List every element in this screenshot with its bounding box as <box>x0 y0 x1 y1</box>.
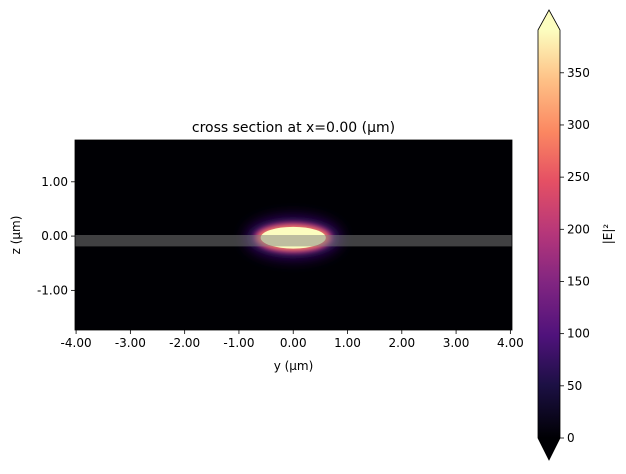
colorbar-tick-label: 200 <box>567 222 590 236</box>
colorbar-tick-label: 350 <box>567 66 590 80</box>
y-tick-label: -1.00 <box>37 283 68 297</box>
colorbar-extend-max <box>538 10 560 30</box>
colorbar-tick-label: 50 <box>567 379 582 393</box>
x-tick-label: -2.00 <box>169 336 200 350</box>
x-axis: -4.00 -3.00 -2.00 -1.00 0.00 1.00 2.00 3.00 4.00 <box>61 330 524 350</box>
x-tick-label: -1.00 <box>223 336 254 350</box>
y-axis-label: z (µm) <box>9 216 23 255</box>
plot-area <box>75 140 512 330</box>
colorbar-tick-label: 300 <box>567 118 590 132</box>
x-tick-label: 3.00 <box>443 336 470 350</box>
x-tick-label: 0.00 <box>280 336 307 350</box>
x-tick-label: 4.00 <box>497 336 524 350</box>
colorbar-gradient <box>538 30 560 438</box>
x-tick-label: -4.00 <box>61 336 92 350</box>
waveguide-structure <box>75 235 512 247</box>
x-tick-label: 1.00 <box>334 336 361 350</box>
colorbar-tick-label: 0 <box>567 431 575 445</box>
y-axis: 1.00 0.00 -1.00 <box>37 175 75 297</box>
x-axis-label: y (µm) <box>274 359 314 373</box>
colorbar: 0 50 100 150 200 250 300 350 <box>537 9 590 461</box>
colorbar-extend-min <box>538 438 560 460</box>
x-tick-label: -3.00 <box>115 336 146 350</box>
colorbar-tick-label: 100 <box>567 327 590 341</box>
y-tick-label: 1.00 <box>41 175 68 189</box>
colorbar-tick-label: 250 <box>567 170 590 184</box>
colorbar-tick-label: 150 <box>567 274 590 288</box>
y-tick-label: 0.00 <box>41 229 68 243</box>
x-tick-label: 2.00 <box>388 336 415 350</box>
colorbar-label: |E|² <box>601 224 615 245</box>
chart-title: cross section at x=0.00 (µm) <box>192 120 395 136</box>
